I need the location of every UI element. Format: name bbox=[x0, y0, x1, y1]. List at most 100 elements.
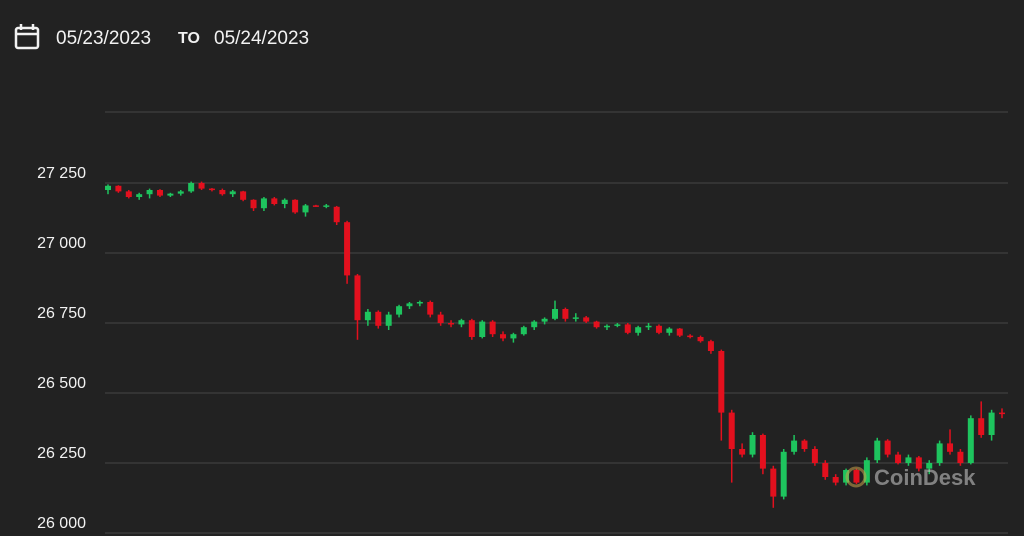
candles bbox=[105, 181, 1005, 508]
candle-body bbox=[416, 302, 423, 304]
candle-body bbox=[770, 468, 777, 497]
candle-body bbox=[271, 198, 278, 204]
candle-body bbox=[739, 449, 746, 455]
candle-body bbox=[354, 275, 361, 321]
candle-body bbox=[229, 191, 236, 195]
candle-body bbox=[947, 443, 954, 452]
candle-body bbox=[905, 457, 912, 463]
candle-body bbox=[645, 325, 652, 328]
candle-body bbox=[167, 193, 174, 196]
candle-body bbox=[292, 199, 299, 213]
candle-body bbox=[707, 341, 714, 351]
candle-body bbox=[624, 324, 631, 333]
candle-body bbox=[437, 314, 444, 323]
candle-body bbox=[635, 327, 642, 333]
candle-body bbox=[458, 320, 465, 325]
candle-body bbox=[302, 205, 309, 213]
y-tick-label: 26 250 bbox=[37, 445, 86, 462]
candle-body bbox=[364, 311, 371, 321]
candle-body bbox=[583, 317, 590, 322]
candle-body bbox=[281, 199, 288, 204]
candle-body bbox=[562, 309, 569, 319]
candle-body bbox=[198, 183, 205, 189]
candle-body bbox=[260, 198, 267, 209]
candle-body bbox=[146, 190, 153, 195]
grid: 26 000 26 250 26 500 26 750 27 000 27 250 bbox=[37, 165, 1008, 534]
candle-body bbox=[406, 303, 413, 307]
candle-body bbox=[219, 190, 226, 195]
candle-body bbox=[801, 440, 808, 449]
date-from: 05/23/2023 bbox=[56, 28, 151, 49]
candle-body bbox=[728, 412, 735, 449]
candle-body bbox=[344, 222, 351, 276]
candle-body bbox=[531, 321, 538, 328]
candle-body bbox=[655, 325, 662, 333]
candle-body bbox=[687, 335, 694, 338]
candle-body bbox=[208, 188, 215, 191]
y-tick-label: 27 000 bbox=[37, 235, 86, 252]
candle-body bbox=[603, 325, 610, 328]
candle-body bbox=[115, 185, 122, 192]
candle-body bbox=[375, 311, 382, 326]
watermark: CoinDesk bbox=[845, 465, 976, 490]
candle-body bbox=[188, 183, 195, 192]
candle-body bbox=[125, 191, 132, 197]
calendar-icon bbox=[14, 24, 40, 50]
y-tick-label: 26 000 bbox=[37, 515, 86, 532]
y-tick-label: 26 500 bbox=[37, 375, 86, 392]
candle-body bbox=[136, 194, 143, 197]
candle-body bbox=[895, 454, 902, 463]
candle-body bbox=[312, 205, 319, 207]
watermark-text: CoinDesk bbox=[874, 465, 976, 490]
candle-body bbox=[541, 318, 548, 322]
candle-body bbox=[156, 190, 163, 196]
candle-body bbox=[614, 324, 621, 326]
candle-body bbox=[448, 323, 455, 325]
candle-body bbox=[697, 337, 704, 342]
candle-body bbox=[177, 191, 184, 194]
candle-body bbox=[853, 470, 860, 483]
candle-body bbox=[999, 412, 1005, 415]
candle-body bbox=[666, 328, 673, 333]
candle-body bbox=[780, 451, 787, 497]
candle-body bbox=[479, 321, 486, 337]
candle-body bbox=[791, 440, 798, 452]
candle-body bbox=[468, 320, 475, 337]
date-to: 05/24/2023 bbox=[214, 28, 309, 49]
candle-body bbox=[749, 435, 756, 455]
candle-body bbox=[510, 334, 517, 339]
candle-body bbox=[915, 457, 922, 469]
candle-body bbox=[822, 463, 829, 477]
candle-body bbox=[427, 302, 434, 315]
candle-body bbox=[396, 306, 403, 315]
date-separator: TO bbox=[178, 30, 200, 47]
candle-body bbox=[552, 309, 558, 319]
candle-body bbox=[489, 321, 496, 335]
candle-body bbox=[572, 317, 579, 319]
candle-body bbox=[884, 440, 891, 455]
candle-body bbox=[105, 185, 111, 190]
candle-body bbox=[759, 435, 766, 469]
candle-body bbox=[323, 205, 330, 207]
candle-body bbox=[240, 191, 247, 200]
candle-body bbox=[926, 463, 933, 469]
candle-body bbox=[957, 451, 964, 463]
candle-body bbox=[988, 412, 995, 435]
candle-body bbox=[500, 334, 507, 339]
candle-body bbox=[967, 418, 974, 463]
candle-body bbox=[863, 460, 870, 483]
candle-body bbox=[250, 199, 257, 209]
candle-body bbox=[520, 327, 527, 335]
candle-body bbox=[593, 321, 600, 328]
candle-body bbox=[718, 351, 725, 413]
candle-body bbox=[676, 328, 683, 336]
candle-body bbox=[832, 477, 839, 483]
candle-body bbox=[978, 418, 985, 435]
y-tick-label: 27 250 bbox=[37, 165, 86, 182]
candle-body bbox=[811, 449, 818, 463]
candle-body bbox=[385, 314, 392, 326]
candle-body bbox=[333, 206, 340, 223]
candle-body bbox=[936, 443, 943, 463]
